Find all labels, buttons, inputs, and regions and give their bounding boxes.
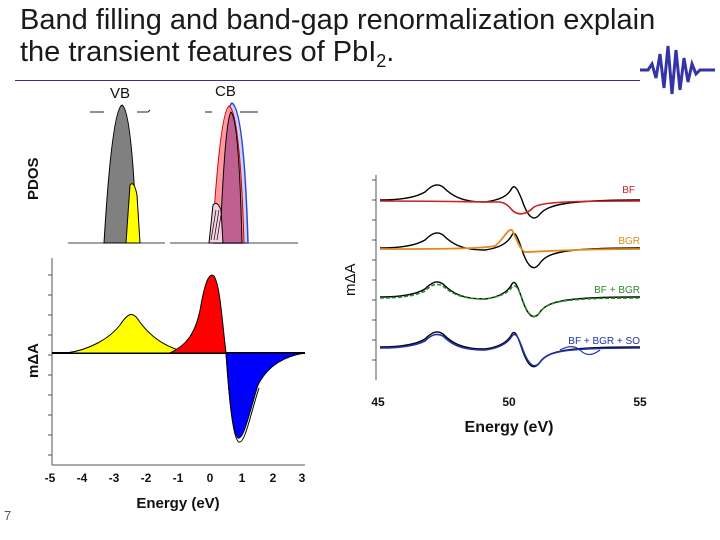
title-main: Band filling and band-gap renormalizatio… — [20, 4, 656, 68]
left-xtick: -1 — [173, 471, 184, 485]
left-ylabel: mΔA — [25, 343, 42, 378]
vb-yellow-peak — [125, 183, 141, 244]
left-red-area — [169, 274, 227, 354]
cb-magenta-peak — [219, 111, 243, 244]
legend-bgr: BGR — [618, 236, 640, 247]
left-yellow-area — [65, 313, 186, 354]
left-xtick: 3 — [299, 471, 306, 485]
left-xtick-labels: -5 -4 -3 -2 -1 0 1 2 3 — [45, 471, 306, 485]
left-y-ticks — [48, 274, 52, 456]
wave-logo-icon — [640, 45, 715, 95]
right-ylabel: mΔA — [342, 263, 359, 296]
series-bf-bgr-model — [379, 283, 641, 318]
vb-label: VB — [110, 85, 130, 102]
series-bf-model — [379, 200, 641, 215]
title-end: . — [386, 36, 395, 68]
left-outline-curve — [225, 352, 260, 443]
right-xtick: 55 — [633, 395, 647, 409]
left-xtick: 0 — [207, 471, 214, 485]
slide-title: Band filling and band-gap renormalizatio… — [20, 4, 660, 77]
legend-bf: BF — [622, 185, 635, 196]
series-bf-data — [379, 184, 641, 219]
legend-bf-bgr-so: BF + BGR + SO — [568, 336, 640, 347]
series-bgr-data — [379, 232, 641, 269]
left-xtick: -4 — [77, 471, 88, 485]
cb-hatch-lines — [210, 209, 222, 241]
left-xtick: -3 — [109, 471, 120, 485]
title-underline — [15, 80, 640, 81]
left-xtick: 2 — [270, 471, 277, 485]
left-xlabel: Energy (eV) — [136, 495, 219, 512]
vb-edge-line — [90, 109, 151, 113]
series-bgr-model — [379, 228, 641, 253]
so-extra-wiggle — [559, 346, 601, 356]
slide-number: 7 — [4, 508, 12, 523]
right-xtick-labels: 45 50 55 — [371, 395, 647, 409]
series-bf-bgr-so-model — [379, 333, 641, 367]
pdos-ylabel: PDOS — [25, 157, 42, 200]
legend-bf-bgr: BF + BGR — [594, 285, 640, 296]
left-xtick: -5 — [45, 471, 56, 485]
left-xtick: 1 — [239, 471, 246, 485]
right-xtick: 45 — [371, 395, 385, 409]
right-xtick: 50 — [502, 395, 516, 409]
cb-label: CB — [215, 83, 236, 100]
title-subscript: 2 — [376, 51, 387, 71]
right-y-ticks — [372, 179, 376, 361]
right-xlabel: Energy (eV) — [465, 419, 554, 436]
left-xtick: -2 — [141, 471, 152, 485]
